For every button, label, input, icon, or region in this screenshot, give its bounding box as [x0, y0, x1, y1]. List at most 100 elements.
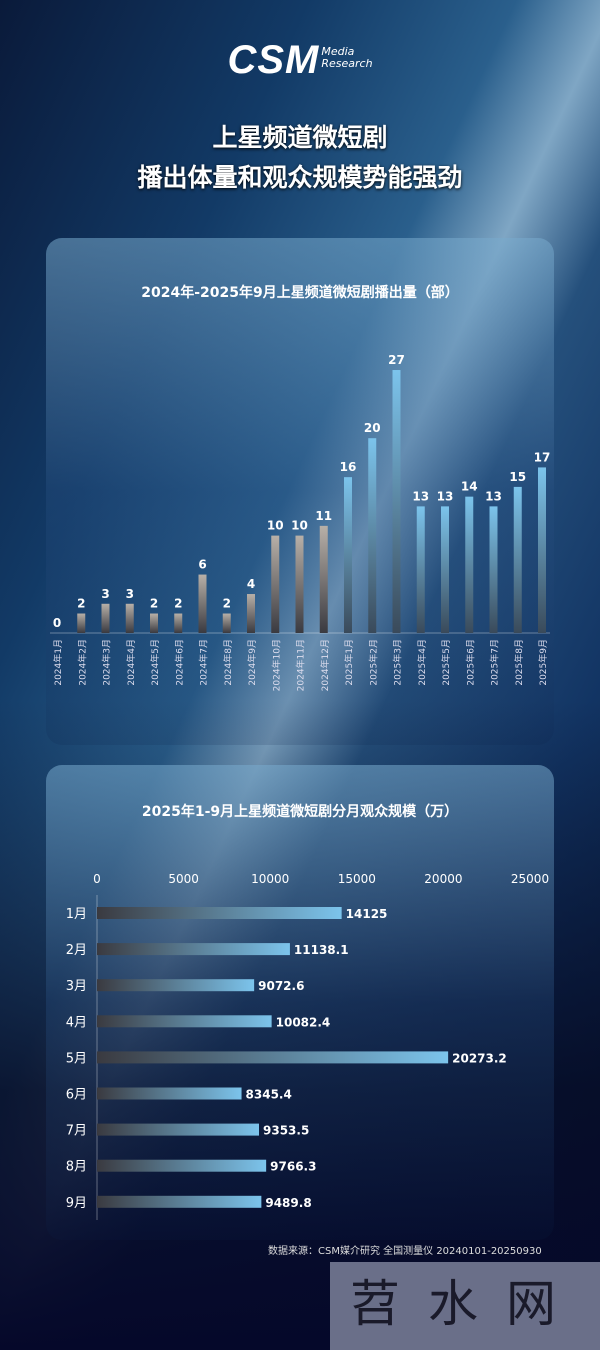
- data-label: 15: [509, 470, 526, 484]
- chart-card-1: 2024年-2025年9月上星频道微短剧播出量（部） 0 2024年1月 2 2024…: [46, 238, 554, 745]
- bar-3月: [97, 979, 255, 992]
- bar-2024年6月: [174, 613, 183, 633]
- tick-label: 2024年10月: [270, 639, 282, 691]
- data-label: 10: [291, 519, 308, 533]
- data-label: 8345.4: [246, 1088, 292, 1102]
- data-label: 13: [485, 489, 502, 503]
- data-label: 4: [247, 577, 255, 591]
- tick-label: 2024年8月: [222, 639, 234, 686]
- tick-label: 2024年9月: [246, 639, 258, 686]
- logo-sub: Media Research: [321, 46, 372, 70]
- csm-logo: CSM Media Research: [0, 38, 600, 83]
- tick-label: 20000: [424, 872, 462, 886]
- data-label: 9353.5: [263, 1124, 309, 1138]
- data-label: 3: [126, 587, 134, 601]
- data-label: 2: [174, 597, 182, 611]
- category-label: 5月: [66, 1051, 87, 1066]
- tick-label: 2025年5月: [440, 639, 452, 686]
- title-line1: 上星频道微短剧: [212, 123, 388, 152]
- data-label: 6: [198, 558, 206, 572]
- logo-sub-line1: Media: [321, 45, 355, 58]
- data-label: 9766.3: [270, 1160, 316, 1174]
- tick-label: 2025年4月: [416, 639, 428, 686]
- category-label: 3月: [66, 979, 87, 994]
- data-label: 20: [364, 421, 381, 435]
- tick-label: 2024年12月: [319, 639, 331, 691]
- data-source: 数据来源：CSM媒介研究 全国测量仪 20240101-20250930: [268, 1246, 542, 1257]
- data-label: 11138.1: [294, 943, 349, 957]
- bar-2025年3月: [392, 370, 401, 633]
- bar-2024年8月: [222, 613, 231, 633]
- bar-2025年6月: [465, 496, 474, 633]
- tick-label: 2024年1月: [52, 639, 64, 686]
- bar-2025年2月: [368, 438, 377, 633]
- tick-label: 5000: [168, 872, 199, 886]
- bar-2025年5月: [441, 506, 449, 633]
- data-label: 2: [150, 597, 158, 611]
- category-label: 8月: [66, 1160, 87, 1175]
- bar-2024年9月: [247, 594, 255, 633]
- logo-text: CSM: [227, 38, 320, 82]
- page-title: 上星频道微短剧 播出体量和观众规模势能强劲: [0, 118, 600, 198]
- bar-6月: [97, 1087, 242, 1100]
- tick-label: 15000: [338, 872, 376, 886]
- bar-2025年1月: [344, 477, 352, 633]
- bar-9月: [97, 1195, 262, 1208]
- bar-4月: [97, 1015, 272, 1028]
- data-label: 11: [315, 509, 332, 523]
- bar-2025年9月: [538, 467, 546, 633]
- data-label: 3: [101, 587, 109, 601]
- data-label: 0: [53, 616, 61, 630]
- category-label: 9月: [66, 1196, 87, 1211]
- bar-2024年3月: [101, 603, 110, 633]
- data-label: 14125: [346, 907, 388, 921]
- bar-2024年7月: [198, 574, 207, 633]
- tick-label: 2024年4月: [125, 639, 137, 686]
- chart-title-2: 2025年1-9月上星频道微短剧分月观众规模（万）: [141, 804, 459, 820]
- data-label: 2: [223, 597, 231, 611]
- watermark: 苕水网: [330, 1262, 600, 1350]
- tick-label: 2024年2月: [76, 639, 88, 686]
- tick-label: 2025年9月: [537, 639, 549, 686]
- bar-2024年12月: [319, 525, 328, 633]
- category-label: 7月: [66, 1124, 87, 1139]
- bar-1月: [97, 907, 342, 919]
- data-label: 14: [461, 480, 478, 494]
- bar-2月: [97, 943, 290, 956]
- bar-2024年5月: [150, 613, 158, 633]
- chart-title-1: 2024年-2025年9月上星频道微短剧播出量（部）: [141, 285, 459, 301]
- tick-label: 2025年8月: [513, 639, 525, 686]
- bar-2024年4月: [125, 603, 134, 633]
- data-label: 10082.4: [276, 1015, 331, 1029]
- category-label: 2月: [66, 943, 87, 958]
- tick-label: 2024年3月: [101, 639, 113, 686]
- data-label: 13: [412, 489, 429, 503]
- bar-2024年10月: [271, 535, 280, 633]
- tick-label: 0: [93, 872, 101, 886]
- tick-label: 2025年7月: [489, 639, 501, 686]
- bar-2025年7月: [489, 506, 498, 633]
- bar-2024年11月: [295, 535, 304, 633]
- data-label: 2: [77, 597, 85, 611]
- data-label: 13: [437, 489, 454, 503]
- bar-5月: [97, 1051, 449, 1064]
- bar-2025年8月: [513, 486, 522, 633]
- tick-label: 2024年5月: [149, 639, 161, 686]
- category-label: 6月: [66, 1088, 87, 1103]
- watermark-logo: 苕水网: [350, 1275, 584, 1333]
- data-label: 16: [340, 460, 357, 474]
- tick-label: 2024年7月: [198, 639, 210, 686]
- category-label: 4月: [66, 1015, 87, 1030]
- data-label: 10: [267, 519, 284, 533]
- data-label: 20273.2: [452, 1051, 507, 1065]
- category-label: 1月: [66, 907, 87, 922]
- tick-label: 2025年3月: [392, 639, 404, 686]
- data-label: 17: [534, 450, 551, 464]
- chart-card-2: 2025年1-9月上星频道微短剧分月观众规模（万） 0 5000 10000 1500…: [46, 765, 554, 1240]
- bar-8月: [97, 1159, 267, 1172]
- bar-2024年2月: [77, 613, 86, 633]
- logo-sub-line2: Research: [321, 57, 373, 70]
- data-label: 9072.6: [258, 979, 304, 993]
- tick-label: 2025年6月: [464, 639, 476, 686]
- tick-label: 2025年2月: [367, 639, 379, 686]
